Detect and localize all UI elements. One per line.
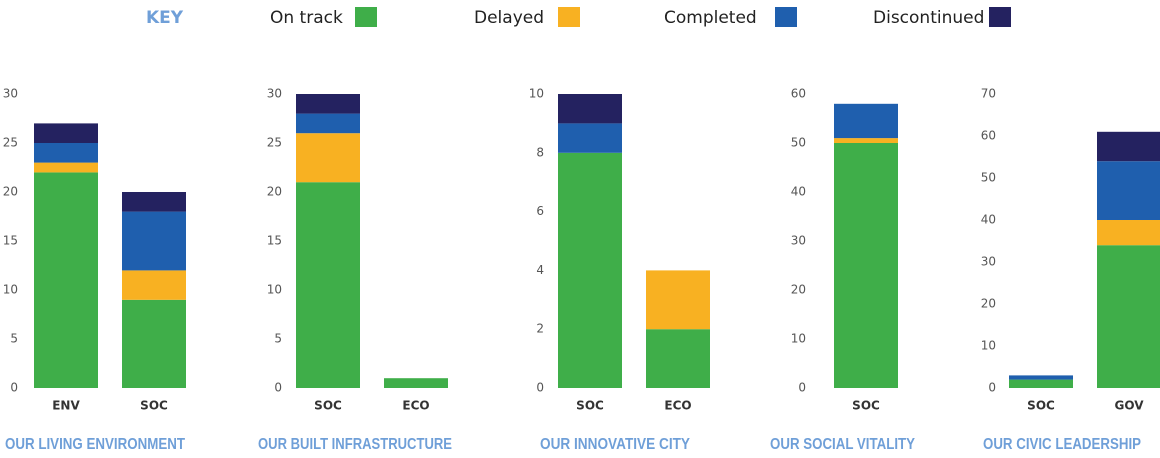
bar-segment	[834, 103, 898, 139]
x-tick-label: ENV	[52, 399, 80, 413]
y-tick-label: 40	[981, 213, 996, 227]
y-tick-label: 0	[536, 381, 544, 395]
y-tick-label: 0	[798, 381, 806, 395]
y-tick-label: 10	[267, 283, 282, 297]
chart-title: OUR CIVIC LEADERSHIP	[983, 436, 1141, 453]
legend-label: On track	[270, 8, 343, 28]
y-tick-label: 0	[274, 381, 282, 395]
bar-segment	[122, 211, 186, 271]
bar-segment	[296, 182, 360, 388]
bar-segment	[34, 162, 98, 173]
y-tick-label: 0	[988, 381, 996, 395]
y-tick-label: 20	[981, 297, 996, 311]
bar-segment	[122, 270, 186, 300]
x-tick-label: GOV	[1114, 399, 1144, 413]
bar-segment	[384, 378, 448, 388]
y-tick-label: 20	[267, 185, 282, 199]
x-tick-label: SOC	[314, 399, 342, 413]
bar-segment	[1009, 375, 1073, 380]
y-tick-label: 50	[981, 171, 996, 185]
legend-label: Discontinued	[873, 8, 984, 28]
bar-segment	[34, 143, 98, 163]
y-tick-label: 30	[267, 87, 282, 101]
y-tick-label: 25	[3, 136, 18, 150]
legend-label: Completed	[664, 8, 757, 28]
y-tick-label: 25	[267, 136, 282, 150]
y-tick-label: 0	[10, 381, 18, 395]
bar-segment	[1097, 245, 1160, 388]
chart-title: OUR BUILT INFRASTRUCTURE	[258, 436, 452, 453]
legend-swatch	[989, 7, 1011, 27]
y-tick-label: 70	[981, 87, 996, 101]
bar-segment	[1097, 161, 1160, 220]
x-tick-label: ECO	[402, 399, 429, 413]
bar-segment	[558, 123, 622, 153]
y-tick-label: 50	[791, 136, 806, 150]
y-tick-label: 15	[267, 234, 282, 248]
bar-segment	[296, 133, 360, 183]
legend-swatch	[775, 7, 797, 27]
x-tick-label: SOC	[852, 399, 880, 413]
legend-swatch	[558, 7, 580, 27]
y-tick-label: 15	[3, 234, 18, 248]
bar-segment	[646, 270, 710, 330]
y-tick-label: 5	[10, 332, 18, 346]
y-tick-label: 60	[791, 87, 806, 101]
bar-segment	[1097, 131, 1160, 162]
x-tick-label: SOC	[1027, 399, 1055, 413]
y-tick-label: 10	[529, 87, 544, 101]
bar-segment	[834, 143, 898, 388]
y-tick-label: 2	[536, 322, 544, 336]
y-tick-label: 10	[981, 339, 996, 353]
x-tick-label: SOC	[576, 399, 604, 413]
bar-segment	[122, 192, 186, 212]
y-tick-label: 30	[981, 255, 996, 269]
y-tick-label: 30	[3, 87, 18, 101]
bar-segment	[558, 94, 622, 124]
bar-segment	[1097, 220, 1160, 246]
y-tick-label: 60	[981, 129, 996, 143]
chart-title: OUR INNOVATIVE CITY	[540, 436, 690, 453]
bar-segment	[34, 172, 98, 388]
bar-segment	[296, 94, 360, 114]
chart-title: OUR LIVING ENVIRONMENT	[5, 436, 185, 453]
y-tick-label: 20	[3, 185, 18, 199]
bar-segment	[834, 138, 898, 143]
bar-segment	[296, 113, 360, 134]
y-tick-label: 40	[791, 185, 806, 199]
bar-segment	[646, 329, 710, 388]
bar-segment	[558, 152, 622, 388]
chart-title: OUR SOCIAL VITALITY	[770, 436, 915, 453]
y-tick-label: 10	[791, 332, 806, 346]
bar-segment	[122, 299, 186, 388]
legend-label: Delayed	[474, 8, 544, 28]
bar-segment	[1009, 379, 1073, 388]
x-tick-label: ECO	[664, 399, 691, 413]
x-tick-label: SOC	[140, 399, 168, 413]
bar-segment	[34, 123, 98, 143]
y-tick-label: 20	[791, 283, 806, 297]
y-tick-label: 8	[536, 145, 544, 159]
y-tick-label: 4	[536, 263, 544, 277]
y-tick-label: 30	[791, 234, 806, 248]
legend-swatch	[355, 7, 377, 27]
y-tick-label: 6	[536, 204, 544, 218]
y-tick-label: 5	[274, 332, 282, 346]
y-tick-label: 10	[3, 283, 18, 297]
legend-title: KEY	[146, 8, 184, 28]
